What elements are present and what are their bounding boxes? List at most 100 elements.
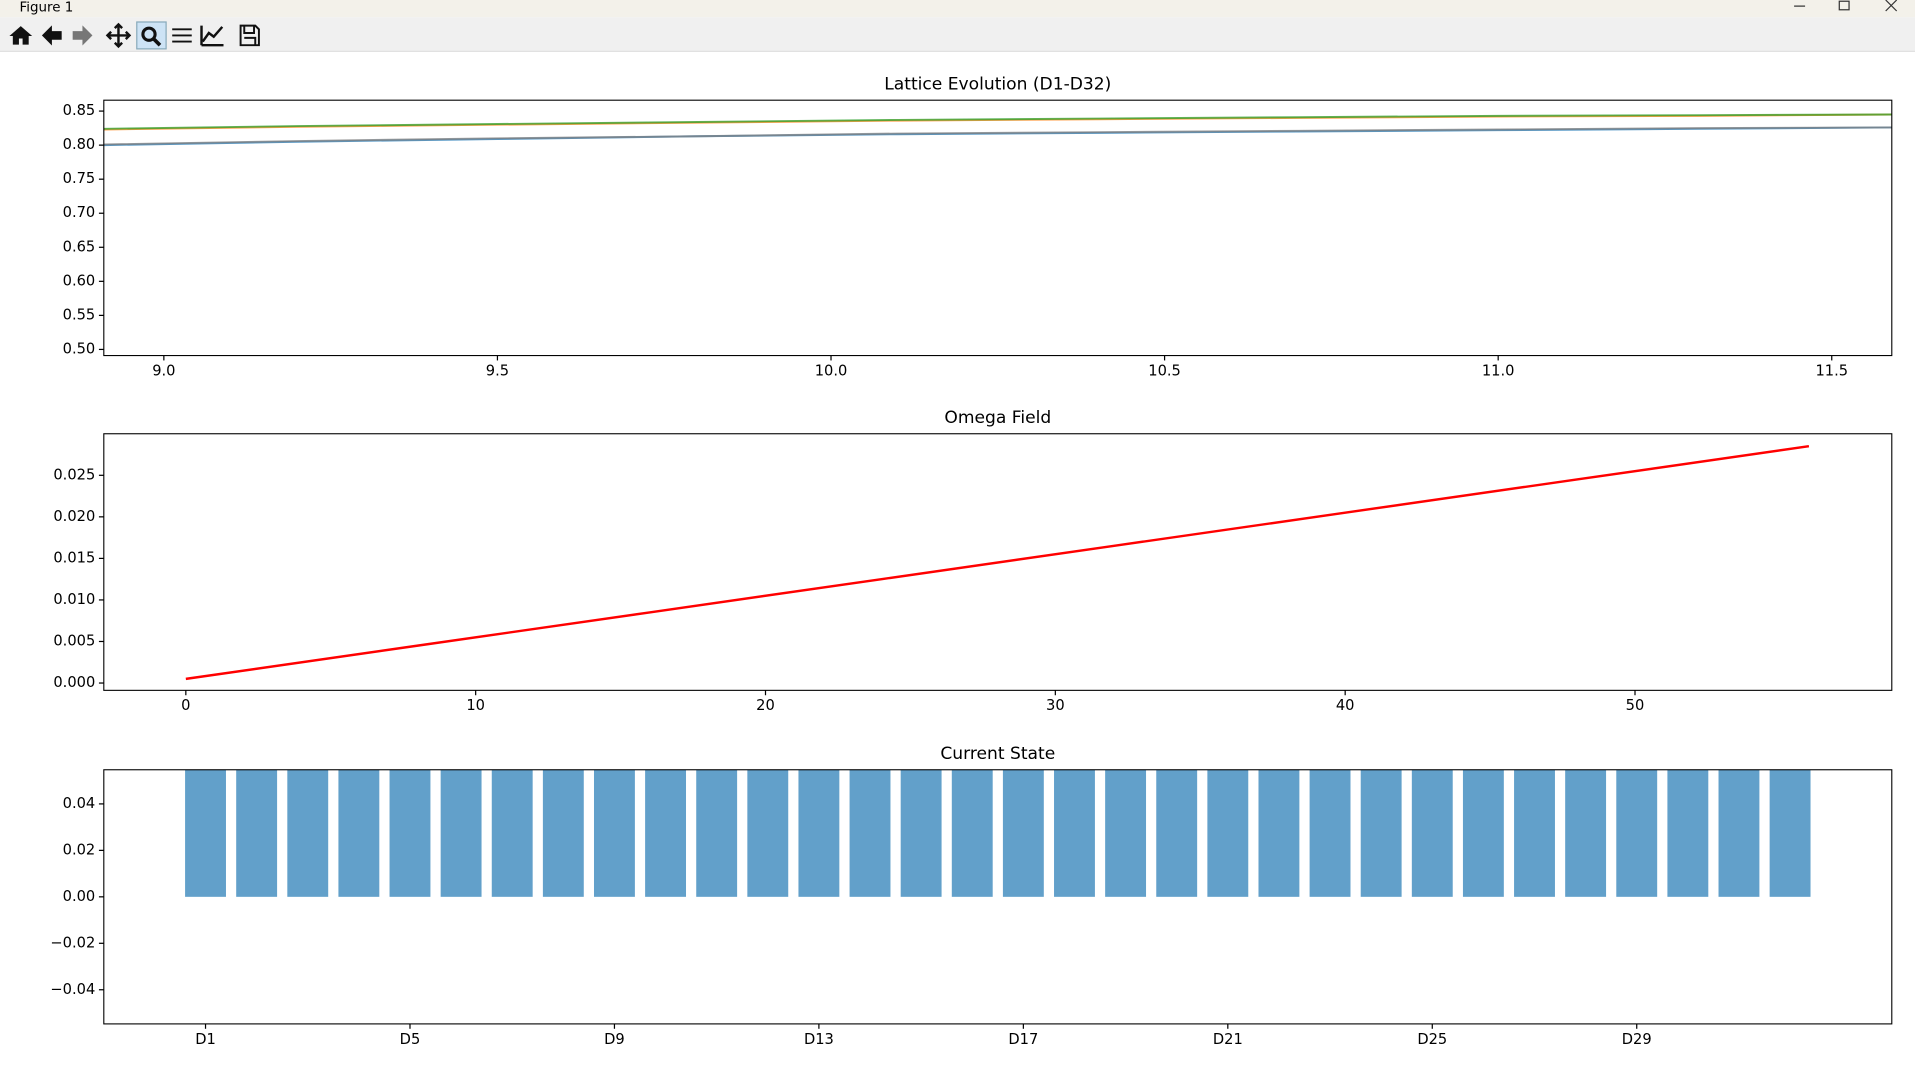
x-tick-label: D21 (1213, 1031, 1243, 1048)
x-tick-label: 10 (466, 697, 485, 714)
y-tick-label: 0.70 (63, 204, 96, 221)
x-tick-label: D13 (804, 1031, 834, 1048)
x-tick-label: D17 (1008, 1031, 1038, 1048)
bar (1054, 769, 1095, 897)
bar (645, 769, 687, 897)
x-tick-label: 9.0 (152, 362, 175, 379)
x-tick-label: D25 (1417, 1031, 1447, 1048)
axes-edit-button[interactable] (200, 25, 224, 47)
series-line (185, 445, 1810, 681)
bar (747, 769, 789, 897)
y-tick-label: 0.02 (63, 841, 96, 858)
y-tick-label: 0.60 (63, 272, 96, 289)
y-tick-label: −0.02 (50, 934, 95, 951)
x-tick-label: 50 (1626, 697, 1645, 714)
plot-marks (103, 113, 1892, 147)
y-tick-label: 0.80 (63, 136, 96, 153)
y-tick-label: 0.75 (63, 170, 96, 187)
x-tick-label: 30 (1046, 697, 1065, 714)
bar (491, 769, 533, 897)
x-tick-label: 0 (181, 697, 190, 714)
zoom-handle (152, 37, 162, 47)
x-tick-label: D9 (604, 1031, 625, 1048)
plot-area (103, 100, 1892, 356)
series-line (103, 113, 1892, 130)
bar (900, 769, 942, 897)
bar (951, 769, 993, 897)
y-tick-label: 0.55 (63, 306, 96, 323)
x-tick-label: D1 (195, 1031, 216, 1048)
series-line (103, 126, 1892, 146)
y-tick-label: 0.50 (63, 340, 96, 357)
toolbar-icons (9, 21, 260, 50)
bar (542, 769, 584, 897)
bar (1462, 769, 1504, 897)
title-bar (0, 0, 1915, 18)
bar (593, 769, 635, 897)
bar (236, 769, 278, 897)
bar (849, 769, 891, 897)
y-tick-label: −0.04 (50, 981, 95, 998)
bar (1309, 769, 1351, 897)
save-button[interactable] (239, 24, 260, 47)
zoom-button-active[interactable] (136, 21, 167, 50)
bar (1156, 769, 1198, 897)
bar (1258, 769, 1300, 897)
zoom-icon (141, 26, 157, 42)
bar (1360, 769, 1402, 897)
bar (1565, 769, 1607, 897)
bar (287, 769, 329, 897)
bar (1105, 769, 1147, 897)
y-tick-label: 0.00 (63, 888, 96, 905)
y-tick-label: 0.04 (63, 795, 96, 812)
x-tick-label: 40 (1336, 697, 1355, 714)
pan-button[interactable] (105, 22, 132, 49)
chart-title: Lattice Evolution (D1-D32) (884, 74, 1111, 94)
chart-title: Omega Field (944, 408, 1051, 428)
x-tick-label: D5 (400, 1031, 421, 1048)
configure-button[interactable] (172, 28, 192, 43)
bar (1769, 769, 1811, 897)
restore-button[interactable] (1838, 0, 1850, 11)
x-tick-label: 10.5 (1148, 362, 1181, 379)
bar (1718, 769, 1760, 897)
y-tick-label: 0.65 (63, 238, 96, 255)
window-title: Figure 1 (20, 0, 74, 15)
subplot: Lattice Evolution (D1-D32) 0.50 0.55 0.60 0.… (63, 74, 1893, 379)
bar (389, 769, 431, 897)
bar (1411, 769, 1453, 897)
back-button[interactable] (41, 25, 62, 46)
forward-button[interactable] (72, 25, 93, 46)
chart-title: Current State (940, 744, 1055, 764)
y-tick-label: 0.025 (53, 466, 95, 483)
y-tick-label: 0.020 (53, 508, 95, 525)
close-button[interactable] (1885, 0, 1898, 12)
y-tick-label: 0.010 (53, 591, 95, 608)
x-tick-label: 9.5 (486, 362, 509, 379)
bar (798, 769, 840, 897)
bar (1002, 769, 1044, 897)
toolbar (0, 17, 1915, 52)
x-tick-label: 10.0 (815, 362, 848, 379)
x-tick-label: 20 (756, 697, 775, 714)
bar (185, 769, 226, 897)
x-tick-label: 11.0 (1482, 362, 1515, 379)
home-button[interactable] (9, 26, 33, 45)
subplot: Omega Field 0.000 0.005 0.010 0.015 0.020 0.02… (53, 408, 1893, 714)
subplot: Current State −0.04 −0.02 0.00 0.02 0.04 D1 D5 D… (50, 744, 1893, 1048)
bar (1514, 769, 1555, 897)
x-tick-label: 11.5 (1815, 362, 1848, 379)
bar (1207, 769, 1249, 897)
bar (1667, 769, 1709, 897)
plot-marks (185, 445, 1810, 681)
y-tick-label: 0.015 (53, 549, 95, 566)
bar (1616, 769, 1658, 897)
y-tick-label: 0.005 (53, 632, 95, 649)
y-tick-label: 0.000 (53, 674, 95, 691)
y-tick-label: 0.85 (63, 102, 96, 119)
bar (696, 769, 738, 897)
bar (338, 769, 380, 897)
x-tick-label: D29 (1622, 1031, 1652, 1048)
bar (440, 769, 482, 897)
